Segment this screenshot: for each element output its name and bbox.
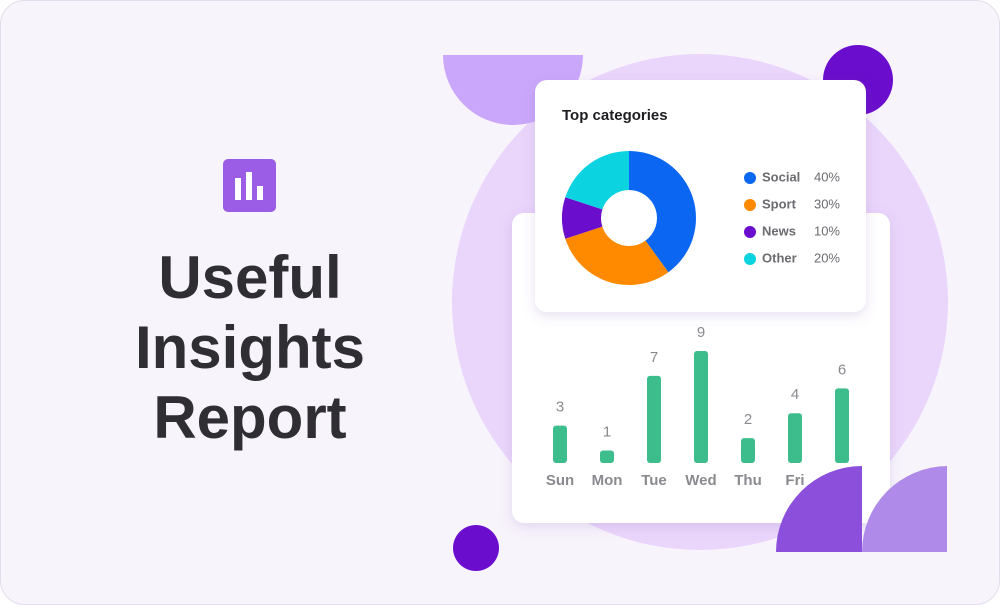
quarter-shape xyxy=(862,466,947,552)
title-line: Report xyxy=(153,384,346,451)
bar xyxy=(788,413,802,463)
legend-value: 20% xyxy=(814,250,840,265)
x-tick-label: Thu xyxy=(734,472,762,489)
value-label: 7 xyxy=(650,349,658,366)
bar xyxy=(553,425,567,463)
value-label: 6 xyxy=(838,361,846,378)
legend-label: Other xyxy=(762,250,797,265)
legend-value: 40% xyxy=(814,169,840,184)
title-line: Insights xyxy=(135,314,365,381)
legend-label: Social xyxy=(762,169,800,184)
quarter-shape xyxy=(776,466,862,552)
pie-slice xyxy=(565,151,629,210)
logo-icon xyxy=(223,159,276,212)
title-line: Useful xyxy=(158,244,341,311)
pie-slice xyxy=(561,197,603,239)
bar xyxy=(600,450,614,463)
pie-title: Top categories xyxy=(562,107,668,124)
value-label: 2 xyxy=(744,411,752,428)
x-tick-label: Fri xyxy=(785,472,804,489)
value-label: 1 xyxy=(603,424,611,441)
bar xyxy=(835,388,849,463)
bar xyxy=(694,351,708,463)
legend-label: Sport xyxy=(762,196,797,211)
value-label: 4 xyxy=(791,386,799,403)
legend-swatch xyxy=(744,253,756,265)
bar-chart: 3 Sun 1 Mon 7 Tue 9 Wed 2 Thu 4 Fri 6 xyxy=(546,324,849,489)
legend-value: 10% xyxy=(814,223,840,238)
bar xyxy=(741,438,755,463)
legend-label: News xyxy=(762,223,796,238)
bar xyxy=(647,375,661,463)
pie-slice xyxy=(565,226,669,285)
dot xyxy=(453,525,499,571)
donut-chart: Social 40% Sport 30% News 10% Other 20% xyxy=(561,151,840,285)
legend-swatch xyxy=(744,199,756,211)
value-label: 3 xyxy=(556,399,564,416)
pie-slice xyxy=(629,151,696,273)
legend-swatch xyxy=(744,172,756,184)
x-tick-label: Sun xyxy=(546,472,574,489)
value-label: 9 xyxy=(697,324,705,341)
legend-value: 30% xyxy=(814,196,840,211)
x-tick-label: Mon xyxy=(592,472,623,489)
legend-swatch xyxy=(744,226,756,238)
x-tick-label: Tue xyxy=(641,472,667,489)
x-tick-label: Wed xyxy=(685,472,716,489)
